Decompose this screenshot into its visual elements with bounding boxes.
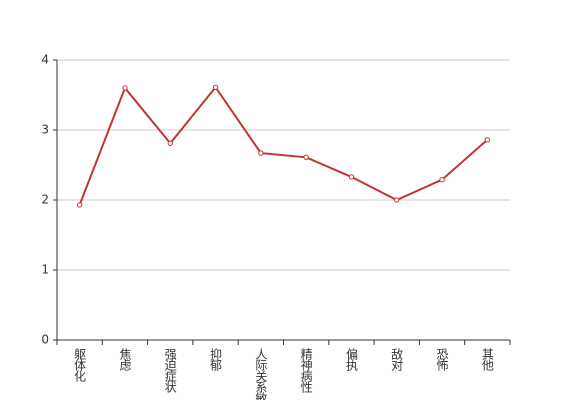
x-tick-label: 抑郁 xyxy=(209,347,223,372)
point xyxy=(167,140,173,147)
y-tick-label: 3 xyxy=(41,123,49,137)
point xyxy=(122,85,128,91)
x-tick-label: 躯体化 xyxy=(73,347,87,383)
x-tick-label: 其他 xyxy=(480,348,494,371)
x-tick-label: 精神病性 xyxy=(299,348,313,394)
y-tick-label: 1 xyxy=(41,263,49,277)
point xyxy=(258,150,264,156)
point xyxy=(484,137,491,143)
y-tick-label: 2 xyxy=(41,193,49,207)
line xyxy=(78,85,489,206)
point xyxy=(439,177,445,183)
point xyxy=(394,197,400,203)
x-tick-label: 恐怖 xyxy=(435,348,449,371)
point xyxy=(303,154,309,161)
x-tick-label: 敌对 xyxy=(390,347,404,371)
y-tick-label: 0 xyxy=(41,333,49,347)
x-tick-label: 焦虑 xyxy=(118,348,132,371)
x-tick-label: 人际关系敏感 xyxy=(254,348,268,400)
x-tick-label: 强迫症状 xyxy=(163,348,177,393)
y-tick-label: 4 xyxy=(41,53,49,67)
x-tick-label: 偏执 xyxy=(344,347,358,372)
point xyxy=(76,202,83,208)
point xyxy=(348,174,355,180)
point xyxy=(212,84,219,91)
